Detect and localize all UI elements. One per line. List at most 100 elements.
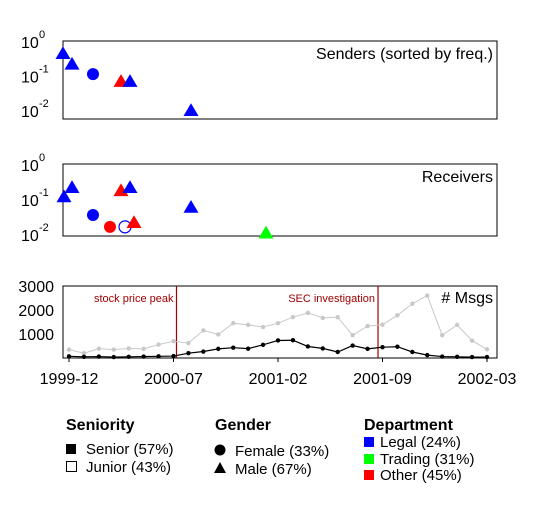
data-point	[64, 56, 80, 70]
series-point	[111, 354, 116, 360]
series-point	[141, 354, 146, 359]
series-point	[380, 345, 385, 350]
series-point	[484, 347, 490, 352]
series-point	[335, 349, 340, 355]
series-point	[171, 339, 176, 344]
x-tick-label: 2001-02	[249, 371, 308, 388]
series-point	[216, 346, 221, 352]
series-point	[320, 315, 325, 321]
series-point	[380, 322, 385, 327]
receivers-title: Receivers	[422, 169, 493, 186]
data-point	[87, 68, 99, 81]
data-point	[55, 46, 71, 59]
series-point	[275, 338, 281, 343]
series-point	[440, 333, 445, 338]
legend-legal-swatch	[364, 437, 374, 447]
y-tick-exponent: -2	[39, 222, 49, 234]
legend-filled-square-marker	[66, 444, 76, 454]
series-point	[469, 338, 475, 343]
series-point	[81, 351, 87, 356]
legend-seniority-title: Seniority	[66, 417, 135, 434]
x-tick-label: 1999-12	[40, 371, 99, 388]
y-tick-exponent: -1	[39, 64, 49, 76]
series-point	[141, 346, 146, 352]
series-point	[66, 354, 72, 359]
series-point	[231, 345, 236, 350]
x-tick-label: 2002-03	[458, 371, 517, 388]
series-point	[469, 354, 475, 360]
senders-plot-frame	[62, 40, 498, 120]
y-tick-exponent: 0	[39, 152, 45, 164]
series-point	[96, 354, 102, 359]
series-point	[111, 347, 116, 352]
x-tick-label: 2001-09	[353, 371, 412, 388]
series-point	[275, 321, 281, 326]
legend-junior-label: Junior (43%)	[86, 459, 171, 476]
legend-other-label: Other (45%)	[380, 467, 462, 484]
series-point	[96, 346, 102, 351]
messages-panel: 1000 2000 3000 1999-12 2000-07 2001-02 2001-0…	[18, 279, 516, 388]
series-point	[335, 315, 340, 320]
series-point	[305, 310, 311, 316]
legend-triangle-marker	[214, 462, 226, 473]
legend-other-swatch	[364, 470, 374, 480]
series-point	[365, 346, 370, 352]
y-tick-label: 10	[21, 158, 39, 175]
series-point	[260, 324, 266, 330]
data-point	[122, 74, 138, 87]
legend-legal-label: Legal (24%)	[380, 434, 461, 451]
series-point	[350, 333, 355, 338]
x-tick-label: 2000-07	[144, 371, 203, 388]
y-tick-label: 10	[21, 193, 39, 210]
y-tick-exponent: -2	[39, 98, 49, 110]
event-annotation: stock price peak	[94, 293, 174, 305]
y-tick-label: 10	[21, 104, 39, 121]
series-point	[440, 354, 445, 359]
series-point	[126, 354, 131, 359]
series-point	[320, 346, 325, 351]
series-point	[81, 354, 87, 359]
legend-trading-label: Trading (31%)	[380, 451, 474, 468]
series-point	[395, 344, 400, 349]
series-point	[395, 313, 400, 318]
series-point	[186, 351, 191, 356]
legend-senior-label: Senior (57%)	[86, 441, 174, 458]
event-annotation: SEC investigation	[288, 293, 375, 305]
legend-female-label: Female (33%)	[235, 443, 329, 460]
series-point	[245, 346, 251, 351]
legend-gender-title: Gender	[215, 417, 271, 434]
series-point	[201, 349, 206, 354]
legend-circle-marker	[214, 444, 226, 456]
legend-trading-swatch	[364, 454, 374, 464]
data-point	[64, 180, 80, 194]
series-point	[201, 328, 206, 333]
series-point	[126, 346, 131, 351]
y-tick-exponent: 0	[39, 29, 45, 41]
senders-title: Senders (sorted by freq.)	[316, 46, 493, 63]
data-point	[126, 215, 142, 229]
series-point	[171, 353, 176, 359]
data-point	[104, 220, 116, 233]
series-point	[350, 343, 355, 348]
y-tick-label: 10	[21, 70, 39, 87]
legend-open-square-marker	[66, 461, 77, 472]
data-point	[183, 103, 199, 116]
series-point	[66, 347, 72, 352]
messages-ylabel: # Msgs	[441, 290, 493, 307]
series-point	[245, 322, 251, 328]
data-point	[122, 180, 138, 194]
legend-department-title: Department	[364, 417, 454, 434]
data-point	[87, 208, 99, 221]
series-point	[454, 354, 460, 359]
series-point	[425, 293, 430, 298]
y-tick-exponent: -1	[39, 187, 49, 199]
series-point	[290, 338, 296, 343]
y-tick-label: 1000	[18, 327, 54, 344]
series-point	[290, 315, 296, 320]
y-tick-label: 10	[21, 228, 39, 245]
series-point	[365, 323, 370, 329]
series-point	[186, 340, 191, 346]
y-tick-label: 10	[21, 35, 39, 52]
